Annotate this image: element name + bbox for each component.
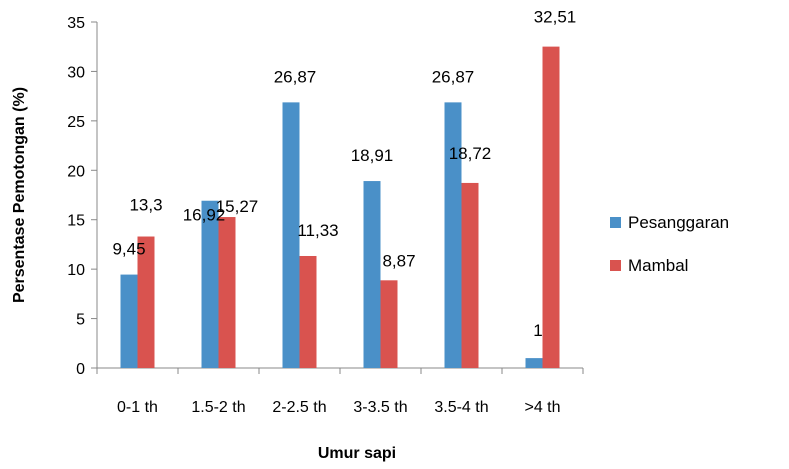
legend-label-pesanggaran: Pesanggaran bbox=[628, 213, 729, 232]
data-label-mambal: 13,3 bbox=[129, 196, 162, 215]
y-tick-label: 15 bbox=[67, 213, 85, 230]
legend-swatch-mambal bbox=[610, 260, 621, 271]
x-tick-label: 2-2.5 th bbox=[272, 399, 326, 416]
bar-mambal-3 bbox=[380, 280, 398, 368]
bar-pesanggaran-0 bbox=[120, 274, 138, 368]
data-labels: 9,45 16,92 26,87 18,91 26,87 1 13,3 15,27 11,33 8… bbox=[112, 8, 576, 340]
x-tick-label: >4 th bbox=[524, 399, 560, 416]
bar-pesanggaran-2 bbox=[282, 102, 300, 369]
bar-mambal-1 bbox=[218, 217, 236, 368]
x-axis: 0-1 th 1.5-2 th 2-2.5 th 3-3.5 th 3.5-4 th >4… bbox=[96, 367, 584, 416]
y-tick-label: 5 bbox=[76, 312, 85, 329]
bar-pesanggaran-5 bbox=[525, 358, 543, 368]
y-axis-title: Persentase Pemotongan (%) bbox=[11, 87, 28, 303]
x-tick-label: 3-3.5 th bbox=[353, 399, 407, 416]
legend-swatch-pesanggaran bbox=[610, 217, 621, 228]
x-tick-label: 3.5-4 th bbox=[434, 399, 488, 416]
data-label-mambal: 8,87 bbox=[382, 251, 415, 270]
y-tick-label: 20 bbox=[67, 163, 85, 180]
bar-pesanggaran-3 bbox=[363, 181, 381, 368]
bar-pesanggaran-4 bbox=[444, 102, 462, 369]
y-tick-label: 30 bbox=[67, 64, 85, 81]
data-label-mambal: 11,33 bbox=[297, 221, 338, 240]
legend-label-mambal: Mambal bbox=[628, 256, 688, 275]
data-label-pesanggaran: 1 bbox=[533, 321, 542, 340]
data-label-pesanggaran: 9,45 bbox=[112, 240, 145, 259]
x-tick-label: 1.5-2 th bbox=[191, 399, 245, 416]
legend: Pesanggaran Mambal bbox=[610, 213, 729, 275]
bar-mambal-2 bbox=[299, 255, 317, 368]
y-tick-label: 35 bbox=[67, 15, 85, 32]
y-tick-label: 10 bbox=[67, 262, 85, 279]
x-tick-label: 0-1 th bbox=[117, 399, 158, 416]
data-label-pesanggaran: 16,92 bbox=[183, 206, 226, 225]
bar-mambal-4 bbox=[461, 182, 479, 368]
bar-mambal-0 bbox=[137, 236, 155, 368]
y-axis: 0 5 10 15 20 25 30 35 bbox=[67, 15, 98, 378]
bars bbox=[120, 46, 560, 369]
bar-mambal-5 bbox=[542, 46, 560, 369]
data-label-mambal: 15,27 bbox=[216, 197, 259, 216]
data-label-pesanggaran: 18,91 bbox=[351, 146, 394, 165]
data-label-pesanggaran: 26,87 bbox=[432, 67, 475, 86]
y-tick-label: 25 bbox=[67, 114, 85, 131]
bar-pesanggaran-1 bbox=[201, 200, 219, 368]
data-label-mambal: 32,51 bbox=[534, 8, 577, 27]
data-label-mambal: 18,72 bbox=[449, 144, 492, 163]
y-tick-label: 0 bbox=[76, 361, 85, 378]
x-axis-title: Umur sapi bbox=[318, 445, 396, 462]
data-label-pesanggaran: 26,87 bbox=[274, 67, 317, 86]
